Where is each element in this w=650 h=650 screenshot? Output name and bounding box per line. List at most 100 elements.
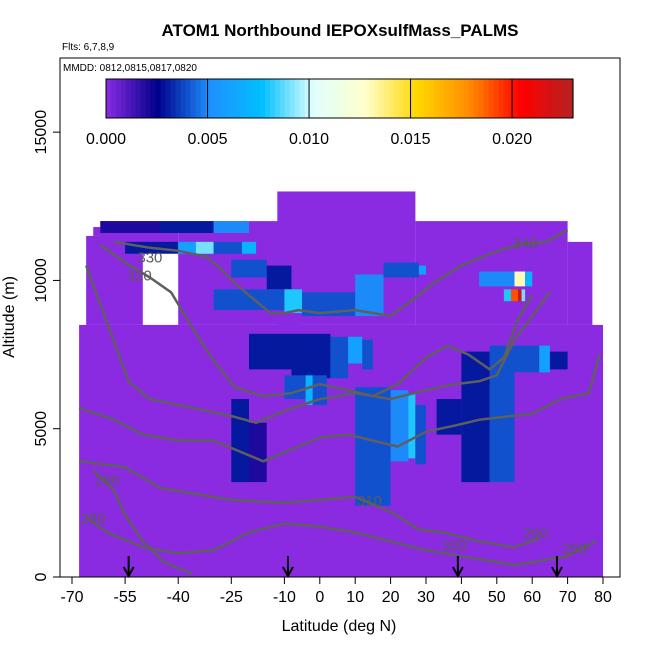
heatmap-cell bbox=[514, 271, 526, 287]
colorbar-swatch bbox=[369, 79, 375, 118]
colorbar-swatch bbox=[458, 79, 465, 118]
colorbar-swatch bbox=[538, 79, 544, 118]
contour-line-310 bbox=[78, 354, 601, 463]
colorbar-swatch bbox=[324, 79, 331, 118]
contour-label: 300 bbox=[442, 537, 467, 554]
colorbar-swatch bbox=[548, 79, 554, 118]
colorbar-swatch bbox=[215, 79, 221, 118]
colorbar-swatch bbox=[240, 79, 246, 118]
contour-line-280 bbox=[92, 469, 193, 576]
flights-text: Flts: 6,7,8,9 bbox=[62, 42, 115, 53]
colorbar-swatch bbox=[409, 79, 415, 118]
colorbar-swatch bbox=[349, 79, 356, 118]
colorbar-tick-label: 0.000 bbox=[86, 131, 126, 148]
colorbar-swatch bbox=[130, 79, 137, 118]
y-tick-label: 10000 bbox=[33, 258, 50, 303]
heatmap-cell bbox=[408, 393, 416, 459]
colorbar-swatch bbox=[543, 79, 549, 118]
heatmap-cell bbox=[284, 289, 303, 314]
heatmap-cell bbox=[241, 241, 257, 254]
colorbar-swatch bbox=[245, 79, 251, 118]
flight-arrow-head bbox=[551, 566, 563, 579]
colorbar-swatch bbox=[558, 79, 564, 118]
y-tick-label: 5000 bbox=[33, 411, 50, 447]
colorbar-swatch bbox=[274, 79, 281, 118]
colorbar-tick-label: 0.015 bbox=[391, 131, 431, 148]
colorbar-swatch bbox=[225, 79, 231, 118]
heatmap-cell bbox=[195, 241, 214, 254]
colorbar-swatch bbox=[294, 79, 301, 118]
contour-line-290 bbox=[85, 516, 597, 567]
colorbar-swatch bbox=[528, 79, 534, 118]
colorbar-swatch bbox=[255, 79, 261, 118]
colorbar-swatch bbox=[384, 79, 390, 118]
x-tick-label: 70 bbox=[559, 589, 577, 606]
heatmap-cell bbox=[549, 351, 568, 370]
heatmap-cell bbox=[213, 241, 242, 254]
colorbar-swatch bbox=[185, 79, 192, 118]
heatmap-cell bbox=[503, 289, 511, 302]
heatmap-cell bbox=[213, 221, 249, 233]
colorbar-swatch bbox=[235, 79, 241, 118]
contour-line-340 bbox=[114, 228, 569, 318]
heatmap-cell bbox=[525, 271, 533, 287]
colorbar-swatch bbox=[438, 79, 445, 118]
colorbar-swatch bbox=[518, 79, 524, 118]
y-tick-label: 15000 bbox=[33, 110, 50, 155]
colorbar-swatch bbox=[344, 79, 351, 118]
contour-label: 340 bbox=[513, 235, 538, 252]
heatmap-cell bbox=[249, 333, 292, 370]
heatmap-cell bbox=[291, 333, 331, 379]
colorbar-swatch bbox=[493, 79, 500, 118]
colorbar-swatch bbox=[488, 79, 495, 118]
heatmap-cell bbox=[266, 265, 292, 290]
colorbar-swatch bbox=[468, 79, 475, 118]
colorbar-swatch bbox=[533, 79, 539, 118]
y-tick-label: 0 bbox=[33, 572, 50, 581]
heatmap-cell bbox=[249, 422, 267, 483]
colorbar-swatch bbox=[195, 79, 201, 118]
heatmap-cell bbox=[479, 271, 515, 287]
colorbar-swatch bbox=[483, 79, 490, 118]
colorbar-swatch bbox=[115, 79, 122, 118]
colorbar-swatch bbox=[125, 79, 132, 118]
dates-text: MMDD: 0812,0815,0817,0820 bbox=[63, 63, 197, 74]
colorbar-swatch bbox=[339, 79, 346, 118]
colorbar-swatch bbox=[264, 79, 271, 118]
colorbar-swatch bbox=[260, 79, 266, 118]
colorbar-swatch bbox=[418, 79, 425, 118]
colorbar-swatch bbox=[145, 79, 152, 118]
colorbar-swatch bbox=[389, 79, 395, 118]
colorbar-swatch bbox=[230, 79, 236, 118]
colorbar-swatch bbox=[289, 79, 296, 118]
colorbar-swatch bbox=[135, 79, 142, 118]
colorbar-swatch bbox=[443, 79, 450, 118]
colorbar-swatch bbox=[165, 79, 172, 118]
flight-arrow-head bbox=[122, 566, 135, 579]
colorbar-swatch bbox=[374, 79, 380, 118]
heatmap-cell bbox=[213, 289, 285, 311]
colorbar-tick-label: 0.010 bbox=[289, 131, 329, 148]
coverage-block bbox=[567, 241, 593, 325]
colorbar-swatch bbox=[190, 79, 197, 118]
colorbar-swatch bbox=[319, 79, 326, 118]
colorbar-swatch bbox=[140, 79, 147, 118]
contour-label: 310 bbox=[357, 493, 382, 510]
heatmap-cell bbox=[305, 375, 313, 405]
colorbar-swatch bbox=[553, 79, 559, 118]
colorbar-swatch bbox=[220, 79, 226, 118]
x-tick-label: 30 bbox=[417, 589, 435, 606]
colorbar-swatch bbox=[394, 79, 400, 118]
heatmap-cell bbox=[514, 345, 540, 373]
colorbar-swatch bbox=[110, 79, 117, 118]
colorbar-swatch bbox=[453, 79, 460, 118]
heatmap-cell bbox=[362, 339, 373, 370]
x-tick-label: -70 bbox=[60, 589, 83, 606]
contour-label: 320 bbox=[127, 267, 152, 284]
x-tick-label: 0 bbox=[315, 589, 324, 606]
colorbar-swatch bbox=[359, 79, 365, 118]
x-tick-label: 80 bbox=[594, 589, 612, 606]
colorbar-swatch bbox=[508, 79, 514, 118]
heatmap-cell bbox=[383, 262, 419, 278]
